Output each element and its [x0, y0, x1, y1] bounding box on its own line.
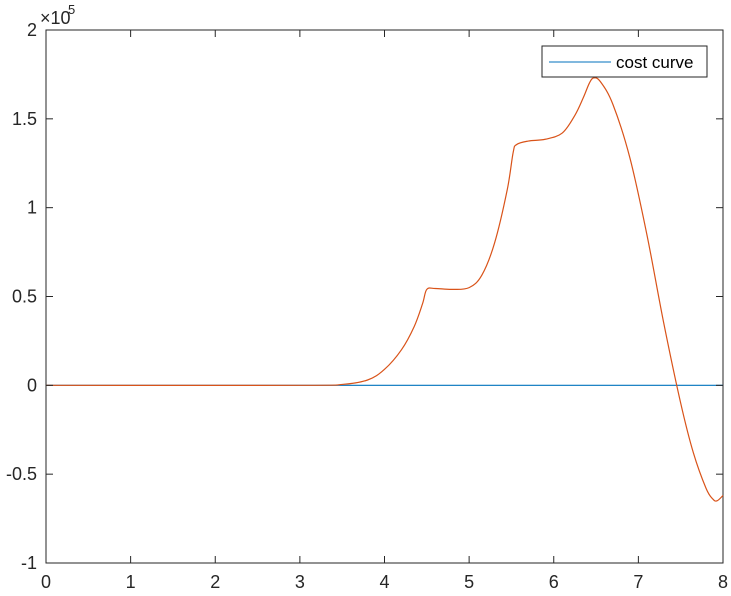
x-tick-label: 7 — [633, 572, 643, 592]
plot-frame — [45, 29, 724, 564]
y-tick-label: 2 — [27, 20, 37, 40]
x-tick-label: 0 — [41, 572, 51, 592]
legend-label-cost-curve: cost curve — [616, 53, 693, 72]
x-tick-label: 3 — [295, 572, 305, 592]
y-exponent: ×10 5 — [40, 2, 75, 28]
x-tick-label: 4 — [379, 572, 389, 592]
y-tick-label: -1 — [21, 553, 37, 573]
x-tick-label: 8 — [718, 572, 728, 592]
x-tick-label: 2 — [210, 572, 220, 592]
x-tick-label: 1 — [126, 572, 136, 592]
x-tick-label: 5 — [464, 572, 474, 592]
y-exponent-power: 5 — [68, 2, 75, 17]
y-tick-label: 1 — [27, 198, 37, 218]
axis-ticks — [45, 29, 724, 564]
series-line-series-2 — [45, 77, 724, 502]
plot-area — [45, 29, 724, 564]
y-tick-label: 1.5 — [12, 109, 37, 129]
legend[interactable]: cost curve — [541, 45, 708, 78]
y-tick-label: 0.5 — [12, 287, 37, 307]
y-exponent-base: ×10 — [40, 8, 71, 28]
tick-labels: 0 1 2 3 4 5 6 7 8 2 1.5 1 0.5 0 -0.5 -1 — [6, 20, 728, 592]
y-tick-label: 0 — [27, 375, 37, 395]
series-layer — [45, 77, 724, 502]
x-tick-label: 6 — [549, 572, 559, 592]
y-tick-label: -0.5 — [6, 464, 37, 484]
